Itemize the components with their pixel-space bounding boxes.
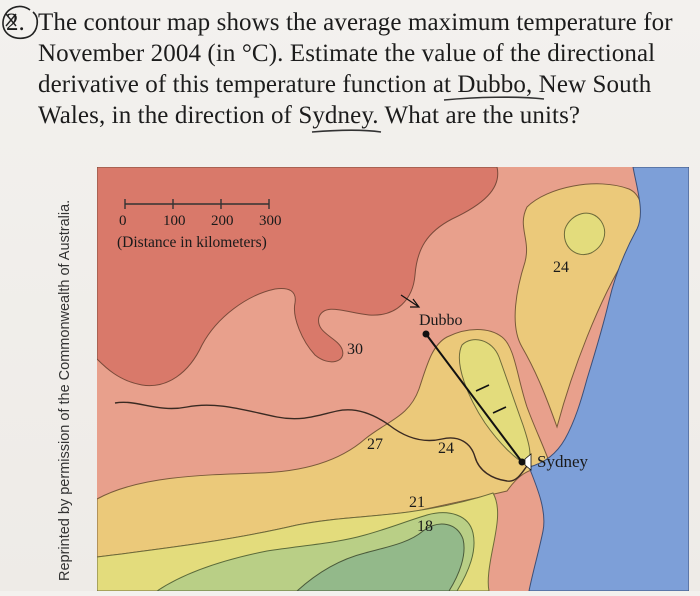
side-credit: Reprinted by permission of the Commonwea… (57, 199, 73, 581)
scale-caption: (Distance in kilometers) (117, 234, 267, 251)
state-border (114, 401, 530, 482)
dubbo-arrow-icon (400, 294, 421, 308)
contour-label-24-ne: 24 (553, 259, 569, 276)
band-21-24-inner (458, 339, 531, 466)
contour-loop-ne (563, 212, 606, 255)
dubbo-dot-icon (422, 330, 430, 338)
contour-map: 0 100 200 300 (Distance in kilometers) 3… (96, 166, 690, 592)
problem-line-1: The contour map shows the average maximu… (38, 9, 673, 36)
handwritten-underlines (311, 96, 545, 133)
band-below-18 (295, 523, 465, 592)
contour-map-svg: 0 100 200 300 (Distance in kilometers) 3… (96, 166, 690, 592)
sydney-marker-icon (524, 453, 532, 471)
handwritten-circle-icon (2, 5, 39, 40)
problem-line-4: Wales, in the direction of Sydney. What … (38, 102, 581, 129)
scale-tick-0: 0 (119, 213, 127, 229)
contour-label-21: 21 (409, 494, 425, 511)
scale-tick-200: 200 (211, 213, 234, 229)
problem-number: 2. (6, 9, 25, 36)
ocean (528, 166, 690, 592)
problem-line-3: derivative of this temperature function … (38, 71, 652, 98)
place-label-sydney: Sydney (537, 452, 589, 471)
scale-tick-100: 100 (163, 213, 186, 229)
band-24-27-ne (514, 183, 643, 429)
contour-label-24-center: 24 (438, 440, 454, 457)
contour-label-27: 27 (367, 436, 383, 453)
band-30-plus (96, 166, 499, 387)
sydney-dot-icon (518, 458, 526, 466)
contour-label-18: 18 (417, 518, 433, 535)
scale-tick-300: 300 (259, 213, 282, 229)
problem-line-2: November 2004 (in °C). Estimate the valu… (38, 40, 656, 67)
dubbo-sydney-line (425, 333, 523, 463)
place-label-dubbo: Dubbo (419, 312, 463, 329)
contour-label-30: 30 (347, 341, 363, 358)
